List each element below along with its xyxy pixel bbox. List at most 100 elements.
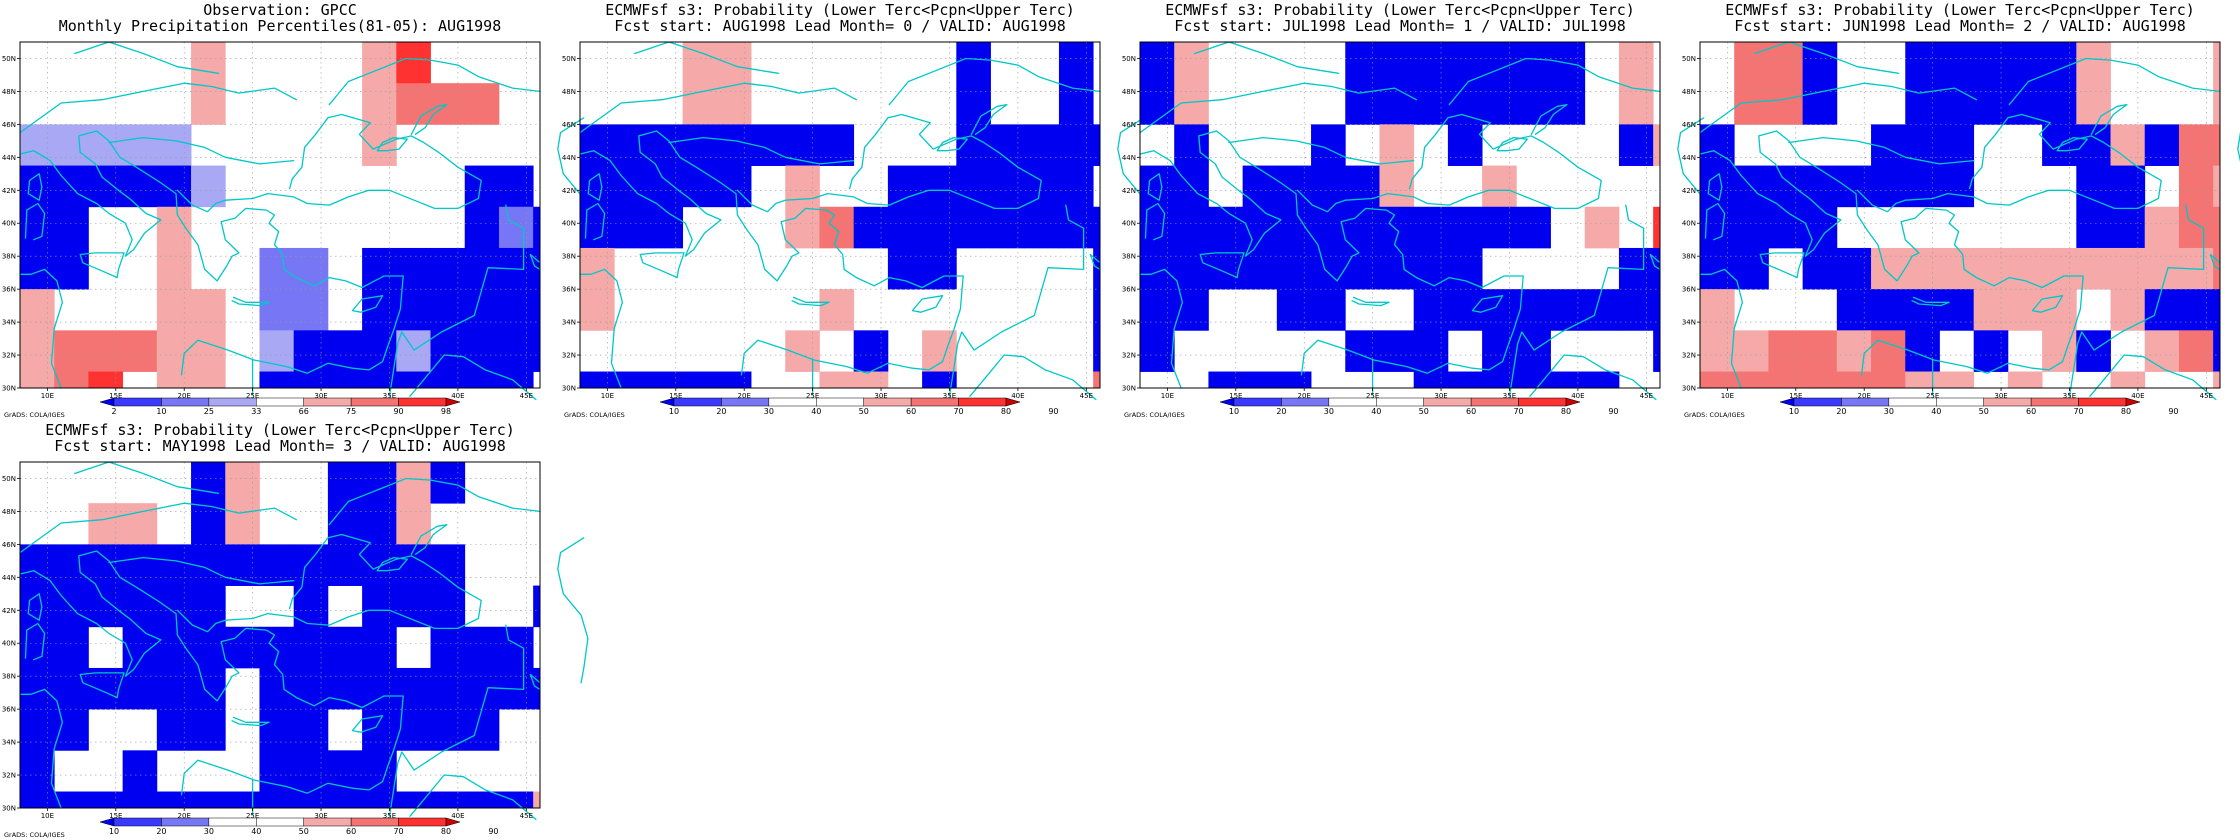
precip-cell (1516, 330, 1551, 372)
panel-title-line1: ECMWFsf s3: Probability (Lower Terc<Pcpn… (1725, 1, 2195, 19)
coastline-path (79, 252, 125, 279)
precip-cell (580, 206, 615, 249)
precip-cell (1939, 83, 1975, 125)
colorbar-label: 10 (669, 407, 679, 416)
precip-cell (1871, 165, 1906, 208)
coastline-path (969, 354, 1097, 401)
lat-tick-label: 42N (1682, 187, 1696, 195)
lon-tick-label: 20E (178, 392, 191, 400)
colorbar-box (303, 397, 352, 407)
precip-cell (956, 206, 991, 249)
precip-cell (785, 124, 820, 166)
precip-cell (259, 626, 295, 669)
colorbar-end-triangle (1005, 397, 1021, 407)
precip-cell (191, 83, 226, 125)
precip-cell (1905, 83, 1940, 125)
precip-cell (1311, 247, 1346, 290)
precip-cell (396, 371, 431, 389)
precip-cell (1482, 83, 1517, 125)
colorbar-label: 50 (1979, 407, 1989, 416)
precip-cell (1939, 42, 1975, 84)
coastline-path (1704, 202, 1726, 241)
lat-tick-label: 34N (1122, 319, 1136, 327)
lon-tick-label: 45E (2200, 392, 2213, 400)
precip-cell (2213, 330, 2221, 372)
precip-cell (1871, 330, 1906, 372)
precip-cell (1618, 289, 1654, 331)
precip-cell (2076, 206, 2111, 249)
precip-cell (580, 165, 615, 208)
precip-cell (1447, 83, 1483, 125)
precip-cell (1345, 83, 1380, 125)
lat-tick-label: 32N (2, 772, 16, 780)
map-panel-observation: Observation: GPCC Monthly Precipitation … (0, 0, 589, 420)
precip-cell (259, 709, 295, 751)
precip-cell (498, 626, 534, 669)
colorbar-box (161, 397, 210, 407)
precip-cell (122, 667, 158, 710)
colorbar-label: 20 (156, 827, 166, 836)
colorbar-label: 25 (204, 407, 214, 416)
precip-cell (430, 371, 466, 389)
lat-tick-label: 42N (562, 187, 576, 195)
coastline-path (176, 189, 269, 213)
colorbar-box (208, 397, 257, 407)
coastline-path (328, 477, 541, 526)
precip-cell (2178, 124, 2214, 166)
precip-cell (396, 330, 431, 372)
colorbar: 10 20 30 40 50 60 70 80 90 (659, 397, 1059, 416)
lat-tick-label: 48N (2, 88, 16, 96)
precip-cell (990, 206, 1026, 249)
coastline-path (74, 41, 220, 74)
precip-cell (1700, 371, 1735, 389)
precip-cell (1482, 42, 1517, 84)
precip-cells (580, 42, 1101, 389)
lat-tick-label: 34N (562, 319, 576, 327)
precip-cell (156, 247, 192, 290)
colorbar-end-triangle (445, 397, 461, 407)
precip-cell (1734, 371, 1769, 389)
coastline-path (1144, 202, 1166, 241)
lon-tick-label: 35E (1503, 392, 1516, 400)
precip-cell (1734, 330, 1769, 372)
colorbar-box (1376, 397, 1424, 407)
precip-cell (225, 503, 260, 545)
precip-cell (922, 206, 957, 249)
colorbar-label: 90 (488, 827, 498, 836)
colorbar-box (398, 397, 447, 407)
coastline-path (267, 113, 482, 210)
precip-cell (1802, 330, 1838, 372)
precip-cell (819, 371, 855, 389)
precip-cell (1379, 247, 1415, 290)
colorbar-box (1888, 397, 1937, 407)
precip-cell (191, 709, 226, 751)
precip-cell (1768, 206, 1804, 249)
precip-cell (648, 371, 684, 389)
precip-cell (293, 791, 329, 809)
lat-tick-label: 46N (2, 121, 16, 129)
precip-cell (20, 544, 55, 586)
precip-cell (1905, 42, 1940, 84)
precip-cell (464, 626, 500, 669)
lat-tick-label: 32N (1682, 352, 1696, 360)
precip-cell (1413, 83, 1449, 125)
map-svg: Observation: GPCC Monthly Precipitation … (2, 1, 589, 419)
precip-cell (191, 626, 226, 669)
coastline-path (529, 253, 541, 271)
precip-cell (1208, 206, 1244, 249)
coastline-path (1471, 295, 1504, 313)
lat-tick-label: 36N (2, 706, 16, 714)
precip-cell (430, 83, 466, 125)
map-frame (1139, 41, 1661, 389)
coastline-path (1699, 82, 1978, 134)
precip-cells (1140, 42, 1661, 389)
precip-cell (464, 371, 500, 389)
colorbar-label: 60 (346, 827, 356, 836)
colorbar-label: 60 (1466, 407, 1476, 416)
precip-cell (1379, 124, 1415, 166)
colorbar-end-triangle (99, 397, 115, 407)
colorbar-label: 90 (2168, 407, 2178, 416)
lat-tick-label: 40N (562, 220, 576, 228)
precip-cell (1058, 206, 1094, 249)
colorbar: 10 20 30 40 50 60 70 80 90 (1779, 397, 2179, 416)
